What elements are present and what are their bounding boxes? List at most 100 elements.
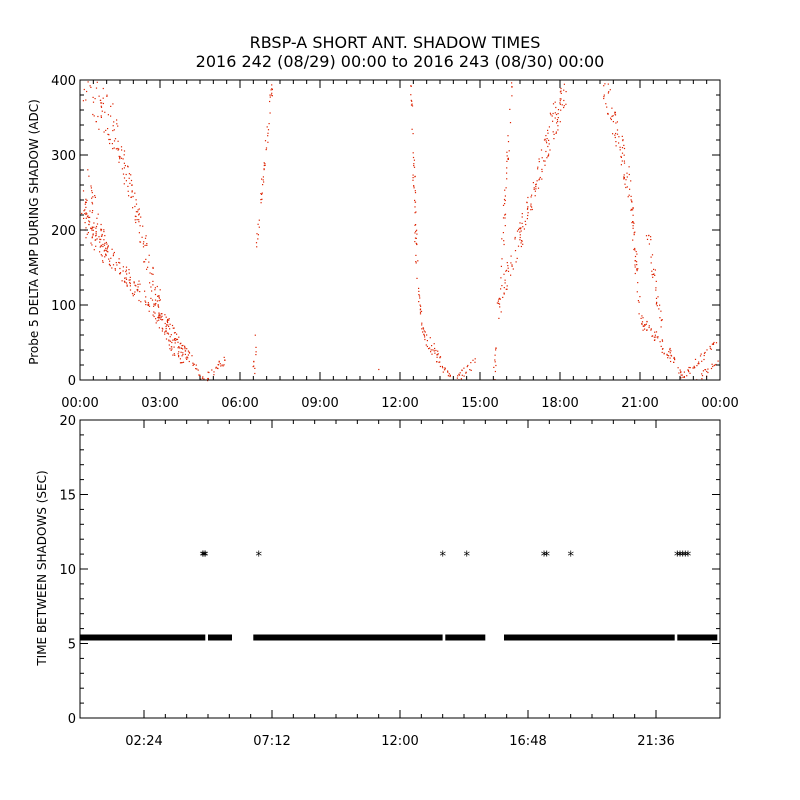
delta-amp-point: [111, 267, 113, 269]
delta-amp-point: [165, 338, 168, 340]
delta-amp-point: [166, 320, 168, 323]
delta-amp-point: [495, 347, 497, 349]
delta-amp-point: [669, 357, 671, 359]
delta-amp-point: [99, 251, 101, 253]
delta-amp-point: [615, 141, 617, 143]
delta-amp-point: [623, 144, 625, 146]
delta-amp-point: [521, 240, 523, 242]
delta-amp-point: [636, 291, 638, 293]
delta-amp-point: [91, 226, 93, 228]
delta-amp-point: [92, 229, 94, 231]
delta-amp-point: [434, 347, 436, 350]
delta-amp-point: [504, 213, 507, 215]
delta-amp-point: [261, 198, 263, 200]
delta-amp-point: [634, 264, 636, 266]
delta-amp-point: [137, 211, 139, 213]
delta-amp-point: [703, 354, 705, 357]
delta-amp-point: [255, 351, 257, 353]
delta-amp-point: [411, 100, 413, 102]
delta-amp-point: [221, 364, 223, 366]
delta-amp-point: [714, 364, 716, 366]
delta-amp-point: [442, 367, 444, 369]
delta-amp-point: [634, 260, 636, 262]
delta-amp-point: [127, 165, 129, 167]
delta-amp-point: [103, 231, 105, 233]
delta-amp-point: [655, 297, 658, 299]
delta-amp-point: [465, 372, 467, 374]
delta-amp-point: [642, 317, 644, 319]
delta-amp-point: [608, 91, 610, 93]
delta-amp-point: [538, 161, 540, 163]
delta-amp-point: [430, 349, 432, 351]
delta-amp-point: [498, 303, 501, 305]
delta-amp-point: [426, 345, 428, 348]
time-between-outlier: *: [202, 550, 209, 565]
delta-amp-point: [92, 233, 94, 235]
delta-amp-point: [158, 319, 160, 321]
delta-amp-point: [170, 346, 172, 348]
delta-amp-point: [505, 288, 507, 290]
delta-amp-point: [422, 331, 424, 333]
delta-amp-point: [137, 288, 139, 291]
delta-amp-point: [147, 304, 149, 306]
delta-amp-point: [91, 192, 93, 194]
delta-amp-point: [138, 219, 140, 221]
delta-amp-point: [606, 106, 608, 108]
delta-amp-point: [687, 369, 689, 371]
delta-amp-point: [207, 371, 209, 373]
delta-amp-point: [95, 87, 98, 89]
delta-amp-point: [167, 324, 169, 326]
delta-amp-point: [669, 352, 671, 354]
delta-amp-point: [701, 373, 703, 375]
delta-amp-point: [656, 305, 658, 307]
delta-amp-point: [607, 83, 609, 85]
delta-amp-point: [171, 348, 173, 350]
delta-amp-point: [625, 179, 627, 181]
delta-amp-point: [99, 246, 101, 248]
delta-amp-point: [423, 333, 425, 335]
delta-amp-point: [142, 243, 144, 245]
delta-amp-point: [147, 302, 149, 304]
delta-amp-point: [106, 95, 108, 97]
delta-amp-point: [117, 140, 119, 142]
delta-amp-point: [179, 362, 182, 364]
delta-amp-point: [504, 195, 506, 197]
delta-amp-point: [549, 112, 551, 114]
delta-amp-point: [134, 219, 136, 221]
delta-amp-point: [642, 329, 644, 331]
delta-amp-point: [95, 234, 97, 236]
delta-amp-point: [134, 205, 136, 208]
delta-amp-point: [96, 217, 98, 219]
delta-amp-point: [263, 162, 265, 164]
delta-amp-point: [654, 339, 656, 341]
delta-amp-point: [109, 260, 111, 262]
delta-amp-point: [100, 230, 102, 232]
delta-amp-point: [535, 184, 537, 186]
delta-amp-point: [498, 297, 500, 299]
delta-amp-point: [442, 371, 444, 373]
delta-amp-point: [138, 232, 140, 234]
delta-amp-point: [132, 293, 134, 295]
delta-amp-point: [137, 209, 139, 211]
delta-amp-point: [504, 282, 506, 284]
delta-amp-point: [135, 285, 137, 287]
delta-amp-point: [171, 324, 174, 327]
delta-amp-point: [682, 376, 684, 378]
delta-amp-point: [633, 232, 635, 234]
delta-amp-point: [463, 375, 465, 377]
delta-amp-point: [91, 244, 93, 246]
delta-amp-point: [112, 253, 115, 255]
delta-amp-point: [106, 248, 108, 250]
delta-amp-point: [494, 361, 496, 363]
delta-amp-point: [108, 258, 110, 260]
delta-amp-point: [527, 212, 529, 214]
delta-amp-point: [541, 157, 543, 159]
delta-amp-point: [104, 256, 106, 258]
delta-amp-point: [659, 304, 661, 306]
delta-amp-point: [502, 232, 504, 234]
delta-amp-point: [507, 265, 509, 267]
delta-amp-point: [257, 234, 259, 236]
delta-amp-point: [410, 85, 412, 87]
delta-amp-point: [182, 352, 184, 354]
delta-amp-point: [124, 281, 126, 283]
